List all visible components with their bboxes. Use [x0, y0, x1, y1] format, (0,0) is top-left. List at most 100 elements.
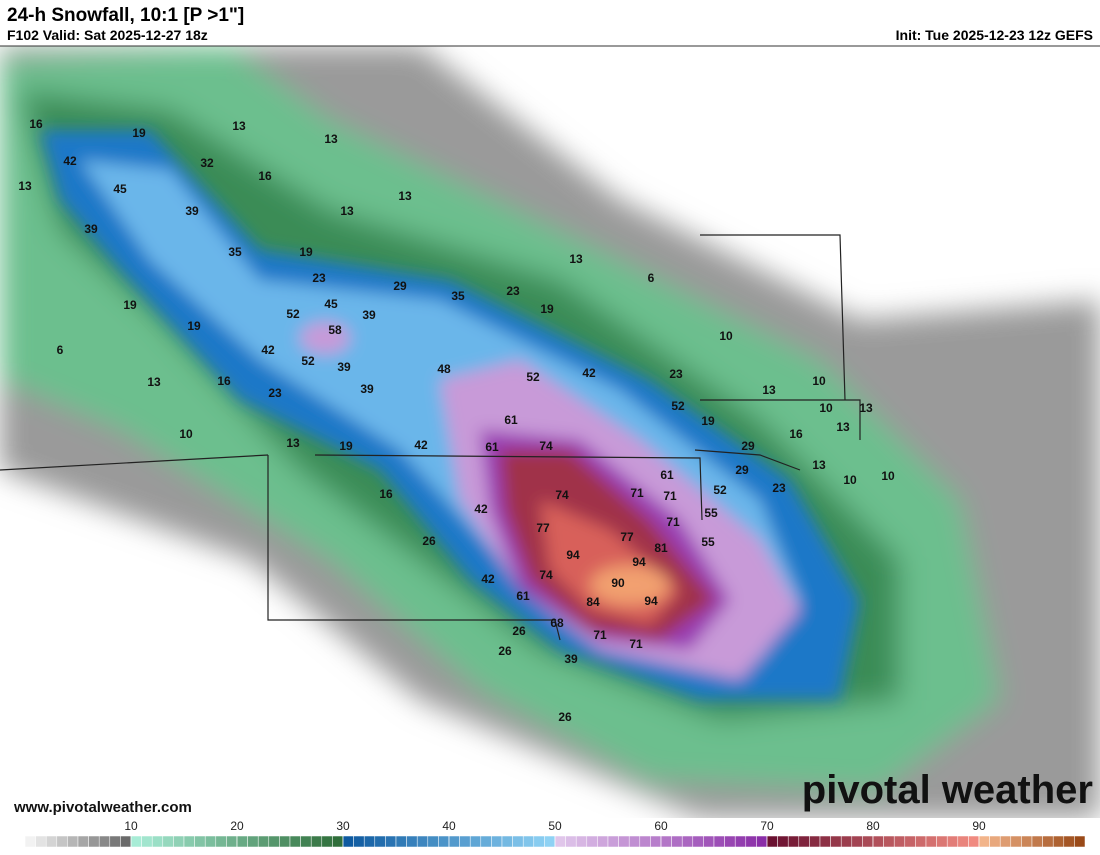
snow-label: 94 [566, 548, 580, 562]
snow-label: 19 [132, 126, 146, 140]
snow-label: 90 [611, 576, 625, 590]
snow-label: 10 [819, 401, 833, 415]
colorbar-swatch [989, 835, 1001, 848]
snow-label: 58 [328, 323, 342, 337]
snow-label: 48 [437, 362, 451, 376]
colorbar-swatch [332, 835, 344, 848]
colorbar-swatch [936, 835, 948, 848]
colorbar-swatch [1021, 835, 1033, 848]
colorbar-tick-label: 80 [866, 819, 880, 833]
snow-label: 77 [620, 530, 634, 544]
colorbar-swatch [1052, 835, 1065, 848]
snow-label: 71 [593, 628, 607, 642]
colorbar-swatch [120, 835, 132, 848]
colorbar-swatch [893, 835, 906, 848]
colorbar-tick-label: 40 [442, 819, 456, 833]
snow-label: 35 [451, 289, 465, 303]
snow-label: 32 [200, 156, 214, 170]
colorbar-swatch [363, 835, 376, 848]
snow-label: 19 [299, 245, 313, 259]
colorbar-swatch [469, 835, 482, 848]
colorbar-swatch [713, 835, 725, 848]
colorbar-swatch [130, 835, 142, 848]
colorbar-swatch [257, 835, 270, 848]
colorbar-swatch [427, 835, 439, 848]
snow-label: 23 [772, 481, 786, 495]
colorbar-swatch [777, 835, 789, 848]
colorbar-swatch [862, 835, 874, 848]
snow-label: 71 [630, 486, 644, 500]
snow-label: 42 [414, 438, 428, 452]
colorbar-swatch [565, 835, 577, 848]
colorbar-swatch [618, 835, 630, 848]
snow-label: 55 [701, 535, 715, 549]
colorbar-swatch [1010, 835, 1022, 848]
snow-label: 13 [398, 189, 412, 203]
snow-label: 10 [719, 329, 733, 343]
colorbar-swatch [650, 835, 662, 848]
snow-label: 13 [836, 420, 850, 434]
colorbar-swatch [395, 835, 407, 848]
snow-label: 13 [340, 204, 354, 218]
map-field [0, 46, 1100, 818]
snow-label: 23 [268, 386, 282, 400]
header-bg [0, 0, 1100, 46]
colorbar-tick-label: 20 [230, 819, 244, 833]
colorbar-swatch [946, 835, 959, 848]
colorbar-swatch [226, 835, 238, 848]
colorbar-swatch [215, 835, 227, 848]
snow-label: 42 [474, 502, 488, 516]
snow-label: 74 [555, 488, 569, 502]
colorbar-swatch [406, 835, 418, 848]
snow-label: 13 [569, 252, 583, 266]
colorbar-swatch [1031, 835, 1043, 848]
snow-label: 61 [504, 413, 518, 427]
snow-label: 74 [539, 568, 553, 582]
colorbar-swatch [734, 835, 747, 848]
snow-label: 23 [312, 271, 326, 285]
snow-label: 29 [741, 439, 755, 453]
snow-label: 42 [261, 343, 275, 357]
colorbar-swatch [692, 835, 704, 848]
colorbar-swatch [522, 835, 535, 848]
snow-label: 19 [123, 298, 137, 312]
snow-label: 26 [558, 710, 572, 724]
snow-label: 26 [498, 644, 512, 658]
snow-label: 16 [789, 427, 803, 441]
snow-label: 39 [564, 652, 578, 666]
colorbar-swatch [151, 835, 164, 848]
snow-label: 13 [286, 436, 300, 450]
snow-label: 16 [217, 374, 231, 388]
colorbar-swatch [681, 835, 694, 848]
colorbar-swatch [67, 835, 79, 848]
snow-label: 74 [539, 439, 553, 453]
snow-label: 16 [258, 169, 272, 183]
colorbar-swatch [289, 835, 301, 848]
colorbar-swatch [204, 835, 217, 848]
snow-label: 39 [337, 360, 351, 374]
colorbar-swatch [904, 835, 916, 848]
colorbar-swatch [491, 835, 503, 848]
snow-label: 16 [29, 117, 43, 131]
snow-label: 42 [582, 366, 596, 380]
colorbar-swatch [607, 835, 619, 848]
colorbar-swatch [851, 835, 863, 848]
snow-label: 35 [228, 245, 242, 259]
colorbar-swatch [533, 835, 545, 848]
snow-label: 19 [339, 439, 353, 453]
colorbar-swatch [766, 835, 778, 848]
snow-label: 16 [379, 487, 393, 501]
colorbar-swatch [660, 835, 672, 848]
colorbar-tick-label: 50 [548, 819, 562, 833]
colorbar-swatch [703, 835, 715, 848]
colorbar-swatch [978, 835, 990, 848]
colorbar-swatch [745, 835, 757, 848]
colorbar-swatch [1063, 835, 1075, 848]
map-labels: 16 19 13 13 42 32 16 13 45 39 13 13 39 35 19 23 45 29 35 23… [18, 117, 895, 724]
snow-label: 13 [18, 179, 32, 193]
colorbar-tick-label: 10 [124, 819, 138, 833]
snow-label: 19 [187, 319, 201, 333]
colorbar-swatch [840, 835, 853, 848]
snow-label: 71 [666, 515, 680, 529]
